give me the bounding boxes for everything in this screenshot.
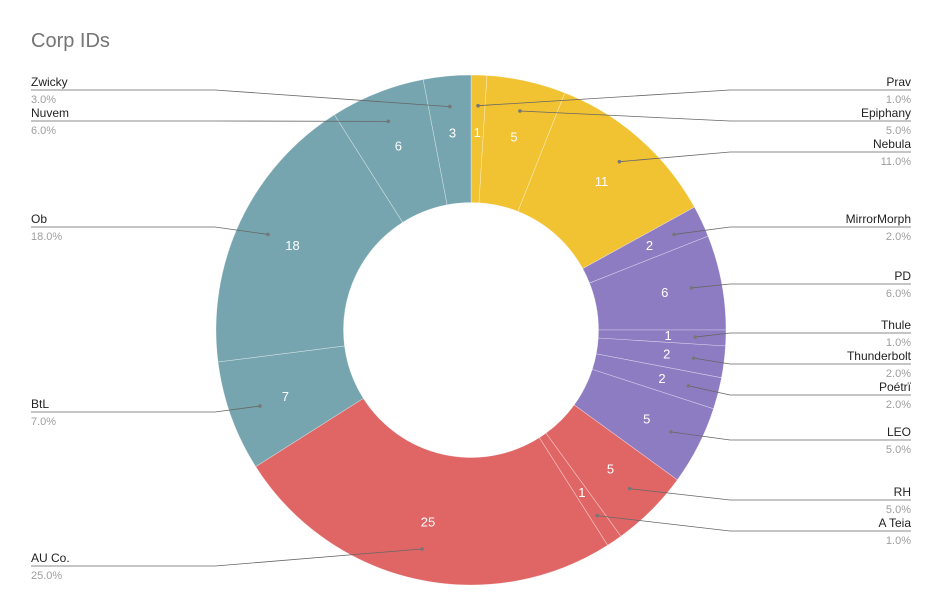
callout-dot-nebula [617,159,622,164]
slice-value-poetri: 2 [658,371,665,386]
callout-dot-poetri [686,384,691,388]
callout-line-zwicky [31,89,450,107]
chart-title: Corp IDs [31,30,110,52]
callout-name-mirrormorph: MirrorMorph [846,212,911,226]
callout-line-ob [31,226,269,235]
slice-ob [215,114,404,363]
callout-name-pd: PD [894,269,911,283]
slice-value-leo: 5 [643,412,650,427]
slice-value-nuvem: 6 [395,139,402,154]
slice-au-co [255,397,609,586]
slices-layer [215,74,727,586]
slice-value-pd: 6 [661,285,668,300]
slice-value-prav: 1 [474,125,481,140]
callout-dot-btl [258,404,262,408]
callout-percent-thunderbolt: 2.0% [886,368,911,380]
callout-line-a-teia [597,515,911,532]
callout-percent-zwicky: 3.0% [31,94,56,106]
callout-percent-ob: 18.0% [31,231,62,243]
callout-line-rh [629,488,911,501]
callout-line-btl [31,405,260,413]
callout-name-rh: RH [894,485,911,499]
slice-value-rh: 5 [607,461,614,476]
callout-dot-ob [266,232,270,237]
callout-percent-pd: 6.0% [886,288,911,300]
callout-line-prav [478,89,911,107]
callout-line-thule [695,332,911,338]
slice-value-mirrormorph: 2 [646,238,653,253]
slice-value-epiphany: 5 [510,130,517,145]
callout-percent-rh: 5.0% [886,504,911,516]
callout-name-poetri: Poétrï [879,380,912,394]
slice-value-a-teia: 1 [578,485,585,500]
callout-dot-au-co [420,547,424,551]
callout-name-nuvem: Nuvem [31,106,69,120]
callout-name-epiphany: Epiphany [861,106,911,120]
callout-line-au-co [31,548,423,567]
callout-dot-a-teia [595,513,599,518]
callout-name-nebula: Nebula [873,137,911,151]
callout-name-au-co: AU Co. [31,551,70,565]
slice-value-zwicky: 3 [449,126,456,141]
callout-name-ob: Ob [31,212,47,226]
callout-percent-nebula: 11.0% [881,156,912,168]
callout-dot-epiphany [518,109,522,113]
callout-dot-thunderbolt [691,356,696,360]
callout-line-epiphany [519,110,911,122]
callout-percent-nuvem: 6.0% [31,125,56,137]
slice-value-au-co: 25 [421,514,435,529]
callout-percent-thule: 1.0% [886,337,911,349]
callout-line-thunderbolt [693,357,911,365]
callout-name-btl: BtL [31,397,49,411]
callout-name-leo: LEO [887,425,911,439]
callout-dot-pd [689,286,694,290]
callout-name-thunderbolt: Thunderbolt [847,349,912,363]
slice-value-thule: 1 [665,328,672,343]
callout-percent-mirrormorph: 2.0% [886,231,911,243]
callout-dot-rh [627,486,632,491]
slice-value-btl: 7 [282,389,289,404]
callout-percent-prav: 1.0% [886,94,911,106]
callout-dot-nuvem [386,119,391,124]
callout-name-thule: Thule [881,318,911,332]
slice-value-ob: 18 [285,238,299,253]
callouts-layer: Prav1.0%Epiphany5.0%Nebula11.0%MirrorMor… [31,75,912,582]
callout-name-a-teia: A Teia [879,516,912,530]
callout-dot-leo [669,430,673,434]
callout-line-poetri [688,385,911,396]
callout-percent-a-teia: 1.0% [886,535,911,547]
slice-value-thunderbolt: 2 [663,347,670,362]
callout-dot-thule [693,335,698,339]
callout-line-leo [670,431,911,441]
callout-percent-poetri: 2.0% [886,399,911,411]
callout-percent-btl: 7.0% [31,416,56,428]
callout-percent-au-co: 25.0% [31,570,62,582]
callout-line-pd [691,283,911,289]
callout-dot-prav [476,103,480,108]
callout-dot-zwicky [448,104,452,109]
slice-zwicky [422,74,472,206]
callout-name-zwicky: Zwicky [31,75,68,89]
callout-percent-epiphany: 5.0% [886,125,911,137]
callout-line-nebula [619,151,911,163]
callout-dot-mirrormorph [672,232,676,237]
slice-value-nebula: 11 [595,174,609,189]
callout-percent-leo: 5.0% [886,444,911,456]
callout-line-mirrormorph [673,226,911,235]
callout-name-prav: Prav [886,75,911,89]
